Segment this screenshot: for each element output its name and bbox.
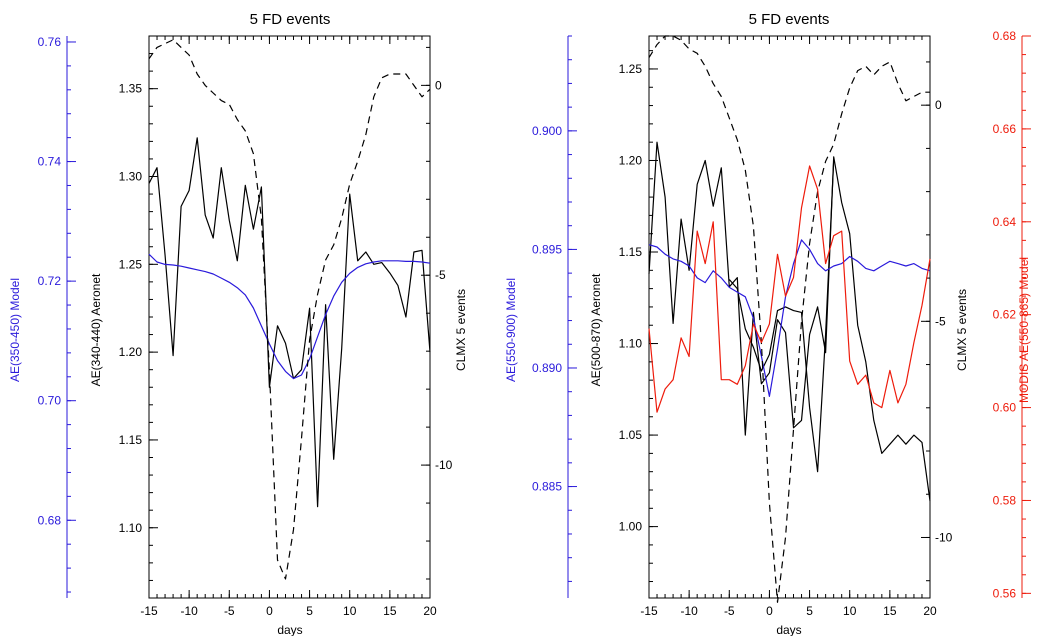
left-aeronet-tick-label: 1.35 (119, 82, 143, 96)
left-aeronet-tick-label: 1.30 (119, 170, 143, 184)
right-modis-axis-label: MODIS AE(550-865) Model (1017, 257, 1031, 403)
right-clmx-tick-label: 0 (935, 98, 942, 112)
left-chart-title: 5 FD events (250, 11, 331, 28)
right-modis-tick-label: 0.58 (993, 493, 1017, 507)
right-x-tick-label: 15 (883, 604, 897, 618)
left-x-tick-label: 15 (383, 604, 397, 618)
left-clmx-tick-label: -5 (435, 268, 446, 282)
left-x-tick-label: -10 (180, 604, 198, 618)
left-x-tick-label: -5 (224, 604, 235, 618)
left-panel: 5 FD events days AE(350-450) Model AE(34… (8, 11, 468, 636)
right-x-tick-label: 0 (766, 604, 773, 618)
right-aeronet-tick-label: 1.15 (619, 245, 643, 259)
left-model-series-line (148, 253, 431, 380)
left-model-tick-label: 0.68 (38, 513, 62, 527)
left-clmx-axis-label: CLMX 5 events (454, 289, 468, 371)
right-clmx-series-line (648, 35, 930, 603)
left-plot-frame (148, 35, 431, 599)
right-modis-tick-label: 0.60 (993, 401, 1017, 415)
left-x-tick-label: 5 (306, 604, 313, 618)
left-x-tick-label: 0 (266, 604, 273, 618)
left-aeronet-tick-label: 1.25 (119, 257, 143, 271)
right-model-tick-label: 0.900 (532, 124, 562, 138)
left-model-axis-label: AE(350-450) Model (8, 278, 22, 382)
right-aeronet-tick-label: 1.00 (619, 520, 643, 534)
right-panel: 5 FD events days AE(550-900) Model AE(50… (504, 11, 1031, 636)
right-modis-series-line (648, 165, 931, 413)
right-x-tick-label: 20 (923, 604, 937, 618)
right-aeronet-tick-label: 1.05 (619, 428, 643, 442)
right-model-series-line (648, 239, 931, 397)
right-x-axis-label: days (776, 623, 801, 636)
right-model-tick-label: 0.895 (532, 242, 562, 256)
left-x-tick-label: 20 (423, 604, 437, 618)
right-x-tick-label: 10 (843, 604, 857, 618)
left-model-tick-label: 0.70 (38, 394, 62, 408)
left-x-tick-label: 10 (343, 604, 357, 618)
right-model-tick-label: 0.890 (532, 361, 562, 375)
right-aeronet-axis-label: AE(500-870) Aeronet (589, 273, 603, 386)
right-aeronet-tick-label: 1.25 (619, 62, 643, 76)
right-model-tick-label: 0.885 (532, 480, 562, 494)
left-model-tick-label: 0.74 (38, 155, 62, 169)
left-x-axis-label: days (277, 623, 302, 636)
right-aeronet-tick-label: 1.10 (619, 337, 643, 351)
left-x-tick-label: -15 (140, 604, 158, 618)
right-aeronet-series-line (728, 160, 835, 473)
left-clmx-tick-label: 0 (435, 78, 442, 92)
left-clmx-tick-label: -10 (435, 458, 453, 472)
left-aeronet-tick-label: 1.20 (119, 345, 143, 359)
left-model-tick-label: 0.72 (38, 274, 62, 288)
left-aeronet-series-line (148, 137, 431, 508)
right-aeronet-tick-label: 1.20 (619, 153, 643, 167)
right-modis-tick-label: 0.68 (993, 29, 1017, 43)
right-chart-title: 5 FD events (749, 11, 830, 28)
right-clmx-axis-label: CLMX 5 events (955, 289, 969, 371)
left-aeronet-axis-label: AE(340-440) Aeronet (89, 273, 103, 386)
right-modis-tick-label: 0.62 (993, 308, 1017, 322)
left-aeronet-tick-label: 1.10 (119, 521, 143, 535)
left-clmx-series-line (148, 39, 431, 580)
right-clmx-tick-label: -5 (935, 314, 946, 328)
right-modis-tick-label: 0.64 (993, 215, 1017, 229)
left-model-tick-label: 0.76 (38, 35, 62, 49)
left-plot-area: -15 -10 -5 0 5 10 15 20 1.10 1.15 1.20 1.25 1.30 1.35… (38, 35, 453, 618)
left-aeronet-tick-label: 1.15 (119, 433, 143, 447)
right-x-tick-label: 5 (806, 604, 813, 618)
right-modis-tick-label: 0.56 (993, 586, 1017, 600)
right-clmx-tick-label: -10 (935, 530, 953, 544)
right-model-axis-label: AE(550-900) Model (504, 278, 518, 382)
right-x-tick-label: -15 (640, 604, 658, 618)
right-x-tick-label: -10 (680, 604, 698, 618)
right-plot-area: -15 -10 -5 0 5 10 15 20 1.00 1.05 1.10 1.15 1.20 1.25… (532, 29, 1031, 618)
right-modis-tick-label: 0.66 (993, 122, 1017, 136)
right-plot-frame (648, 35, 931, 599)
right-x-tick-label: -5 (724, 604, 735, 618)
right-aeronet-series-line (648, 141, 931, 502)
